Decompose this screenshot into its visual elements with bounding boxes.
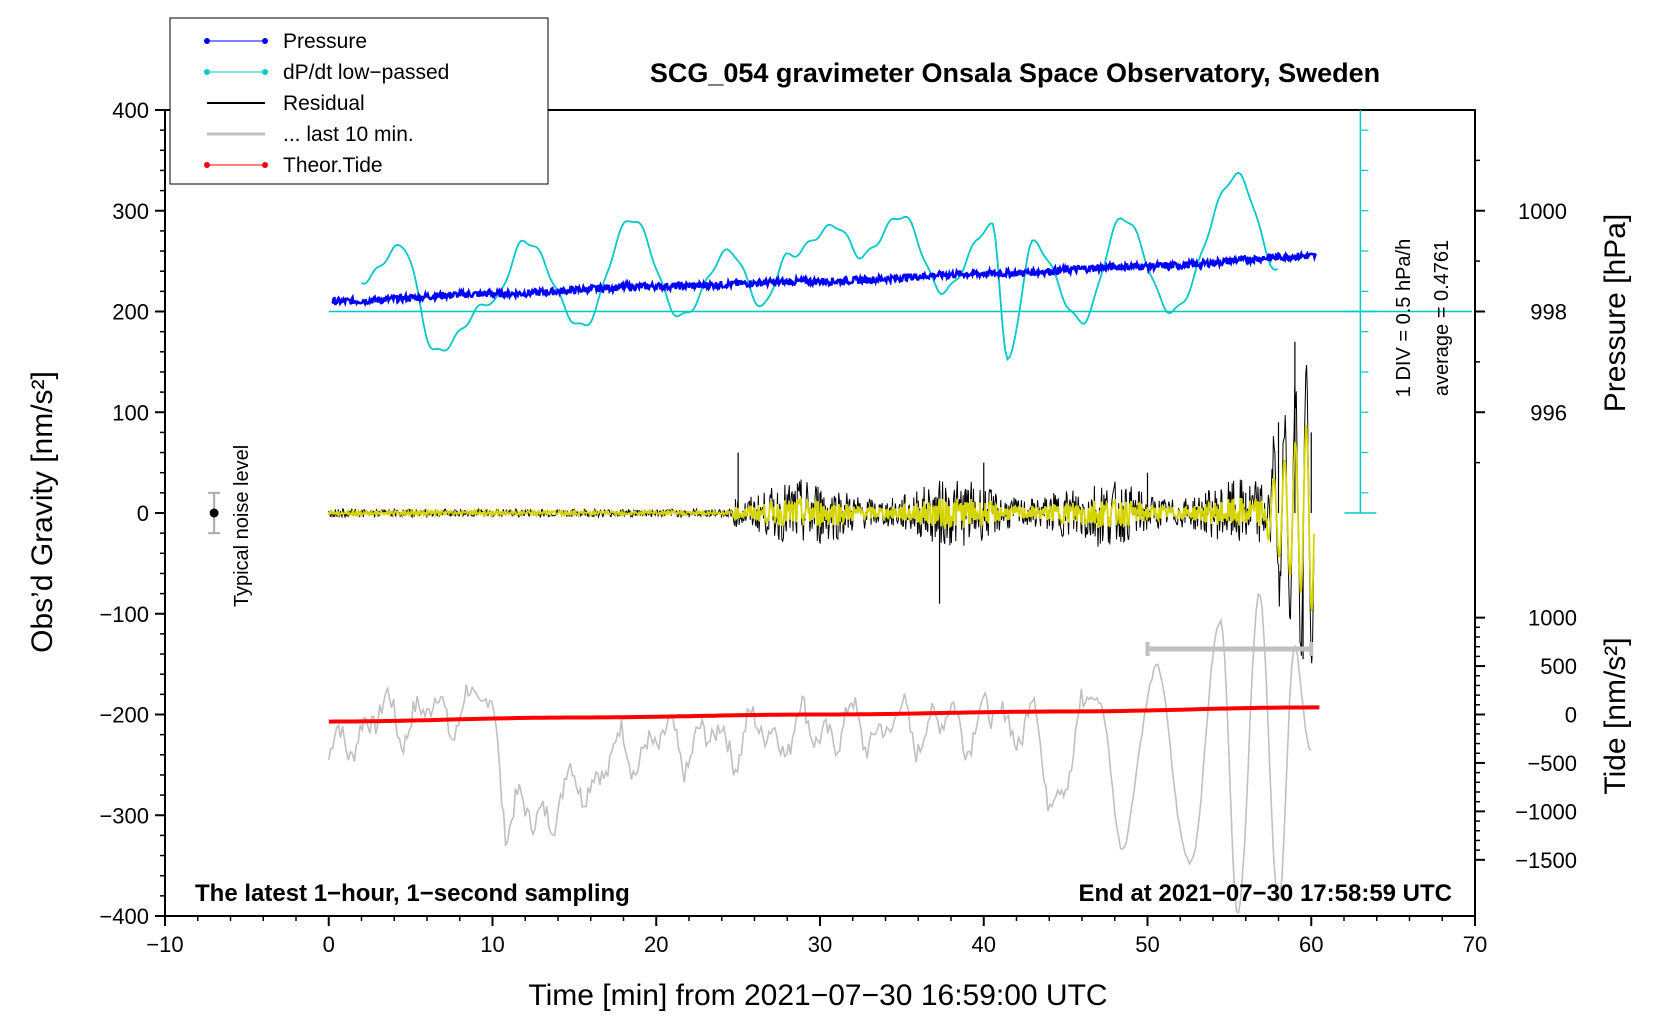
- tide-series-line: [328, 705, 1320, 724]
- legend-marker: [204, 162, 210, 168]
- pressure-tick-label: 998: [1530, 300, 1567, 325]
- x-tick-label: 40: [972, 932, 996, 957]
- noise-label: Typical noise level: [231, 445, 253, 607]
- legend-label: dP/dt low−passed: [283, 61, 449, 84]
- tide-tick-label: 1000: [1528, 606, 1577, 631]
- tide-tick-label: −1500: [1515, 848, 1577, 873]
- average-label: average = 0.4761: [1431, 240, 1453, 396]
- legend-marker: [262, 162, 268, 168]
- tide-tick-label: −500: [1527, 751, 1577, 776]
- y-axis-pressure-label: Pressure [hPa]: [1599, 214, 1632, 412]
- x-tick-label: 70: [1463, 932, 1487, 957]
- x-tick-label: 30: [808, 932, 832, 957]
- y-axis-tide-label: Tide [nm/s²]: [1599, 637, 1632, 794]
- x-axis-label: Time [min] from 2021−07−30 16:59:00 UTC: [528, 979, 1107, 1012]
- series-theor-tide: [328, 705, 1320, 724]
- x-tick-label: 50: [1135, 932, 1159, 957]
- x-tick-label: 0: [323, 932, 335, 957]
- legend-label: Theor.Tide: [283, 154, 383, 177]
- typical-noise-bar: [208, 491, 221, 535]
- bottom-left-note: The latest 1−hour, 1−second sampling: [195, 880, 630, 907]
- pressure-series-line: [331, 249, 1318, 308]
- y-tick-label: −300: [99, 803, 149, 828]
- series-dpdt: [361, 171, 1278, 362]
- series-residual-filtered: [327, 424, 1315, 612]
- x-tick-label: −10: [146, 932, 183, 957]
- chart-title: SCG_054 gravimeter Onsala Space Observat…: [650, 58, 1380, 88]
- x-tick-label: 10: [480, 932, 504, 957]
- y-tick-label: 300: [112, 199, 149, 224]
- y-axis-left-label: Obs’d Gravity [nm/s²]: [26, 371, 59, 653]
- last-10-min-range-bar: [1145, 642, 1314, 657]
- legend-box: [169, 17, 549, 185]
- series-pressure: [331, 249, 1318, 308]
- y-tick-label: −100: [99, 602, 149, 627]
- y-axis-left-ticks: 400 300 200 100 0 −100 −200 −300 −400: [99, 98, 165, 929]
- bottom-right-note: End at 2021−07−30 17:58:59 UTC: [1078, 880, 1452, 907]
- legend-label: Residual: [283, 92, 365, 115]
- y-tick-label: 100: [112, 400, 149, 425]
- x-tick-label: 20: [644, 932, 668, 957]
- legend-marker: [204, 69, 210, 75]
- div-label: 1 DIV = 0.5 hPa/h: [1393, 239, 1415, 397]
- y-tick-label: −200: [99, 703, 149, 728]
- y-tick-label: 0: [137, 501, 149, 526]
- y-tick-label: 200: [112, 300, 149, 325]
- legend-label: Pressure: [283, 30, 367, 53]
- noise-bar-dot: [209, 508, 219, 518]
- legend-marker: [262, 69, 268, 75]
- y-tick-label: −400: [99, 904, 149, 929]
- dpdt-scale-axis: [328, 110, 1472, 514]
- legend-label: ... last 10 min.: [283, 123, 414, 146]
- legend-marker: [262, 38, 268, 44]
- tide-tick-label: 500: [1540, 654, 1577, 679]
- pressure-tick-label: 1000: [1518, 199, 1567, 224]
- series-last-10-min: [328, 592, 1312, 914]
- x-axis-ticks: −10 0 10 20 30 40 50 60 70: [146, 916, 1487, 957]
- legend-marker: [204, 38, 210, 44]
- pressure-axis-ticks: 1000 998 996: [1475, 159, 1567, 464]
- tide-tick-label: 0: [1565, 703, 1577, 728]
- series-residual: [328, 341, 1315, 664]
- legend: Pressure dP/dt low−passed Residual ... last…: [204, 30, 449, 177]
- residual-filtered-line: [327, 424, 1315, 612]
- pressure-tick-label: 996: [1530, 400, 1567, 425]
- y-tick-label: 400: [112, 98, 149, 123]
- x-tick-label: 60: [1299, 932, 1323, 957]
- tide-tick-label: −1000: [1515, 799, 1577, 824]
- tide-axis-ticks: 1000 500 0 −500 −1000 −1500: [1475, 606, 1577, 873]
- dpdt-series-line: [361, 171, 1278, 362]
- gray-series-line: [328, 592, 1312, 914]
